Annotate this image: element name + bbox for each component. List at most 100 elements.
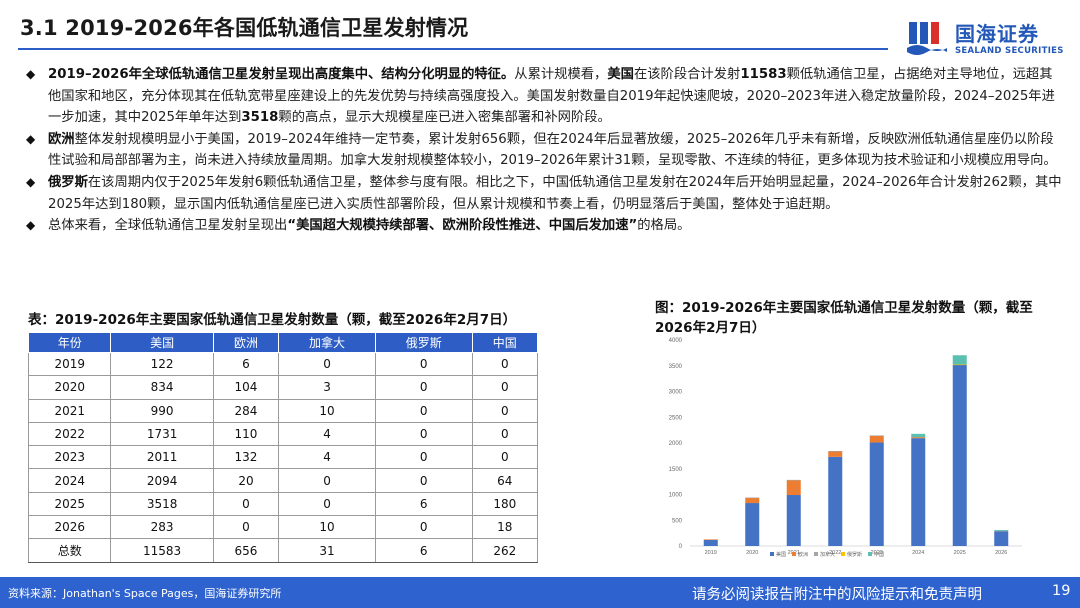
bullet-diamond-icon: ◆ — [26, 218, 36, 233]
table-cell: 2021 — [27, 398, 112, 423]
bar-segment — [786, 480, 801, 496]
bullet-diamond-icon: ◆ — [26, 67, 36, 81]
table-cell: 2025 — [27, 491, 112, 517]
bullet-text: 从累计规模看， — [514, 67, 608, 82]
summary-bullets: ◆ 2019–2026年全球低轨通信卫星发射呈现出高度集中、结构分化明显的特征。从… — [26, 64, 1062, 237]
bullet-text: 的格局。 — [637, 218, 691, 234]
table-cell: 284 — [212, 398, 280, 423]
table-cell: 0 — [212, 515, 280, 540]
table-cell: 990 — [110, 398, 214, 423]
sealand-logo-icon — [907, 22, 947, 55]
x-tick-label: 2023 — [871, 550, 883, 556]
table-cell: 104 — [212, 375, 280, 400]
bar-segment — [911, 433, 926, 438]
bar-segment — [869, 435, 884, 443]
x-tick-label: 2019 — [705, 550, 717, 556]
table-cell: 6 — [374, 538, 473, 563]
bullet-text: 在该阶段合计发射 — [633, 67, 741, 82]
legend-label: 加拿大 — [820, 551, 835, 558]
bullet-text: 在该周期内仅于2025年发射6颗低轨通信卫星，整体参与度有限。相比之下，中国低轨… — [48, 174, 1062, 212]
launch-stacked-bar-chart: 0 500 1000 1500 2000 2500 3000 3500 4000 2019 2020… — [669, 338, 1022, 558]
table-cell: 2094 — [110, 468, 214, 493]
bullet-text: 总体来看，全球低轨通信卫星发射呈现出 — [48, 218, 288, 234]
bar-segment — [952, 355, 967, 365]
bar-segment — [828, 450, 843, 452]
bullet-bold-text: 俄罗斯 — [48, 174, 88, 190]
bullet-bold-text: 美国 — [607, 67, 634, 82]
table-cell: 18 — [471, 515, 539, 540]
table-cell: 4 — [278, 421, 376, 447]
table-row: 2021 990 284 10 0 0 — [27, 398, 539, 423]
bar-segment — [703, 539, 718, 541]
bullet-bold-text: 3518 — [241, 110, 279, 126]
table-cell: 2022 — [27, 421, 112, 447]
legend-label: 欧洲 — [798, 551, 808, 558]
table-cell: 0 — [471, 375, 539, 400]
table-cell: 0 — [471, 398, 539, 423]
x-tick-label: 2026 — [995, 550, 1007, 556]
bar-segment — [703, 539, 718, 546]
table-cell: 20 — [212, 468, 280, 493]
bullet-bold-text: “美国超大规模持续部署、欧洲阶段性推进、中国后发加速” — [287, 218, 638, 234]
bullet-text: 整体发射规模明显小于美国，2019–2024年维持一定节奏，累计发射656颗，但… — [48, 131, 1057, 169]
y-tick-label: 2000 — [669, 441, 683, 447]
legend-label: 美国 — [776, 551, 786, 558]
table-cell: 0 — [212, 491, 280, 517]
table-row: 2019 122 6 0 0 0 — [27, 351, 539, 377]
x-tick-label: 2024 — [912, 550, 924, 556]
table-cell: 0 — [374, 351, 473, 377]
page-number: 19 — [1052, 583, 1071, 599]
table-cell: 0 — [374, 468, 473, 493]
chart-caption: 图：2019-2026年主要国家低轨通信卫星发射数量（颗，截至2026年2月7日… — [655, 300, 1033, 336]
table-cell: 总数 — [27, 538, 112, 563]
table-cell: 0 — [471, 421, 539, 447]
legend-swatch — [841, 552, 845, 556]
table-cell: 262 — [471, 538, 539, 563]
table-cell: 3518 — [110, 491, 214, 517]
table-header-cell: 加拿大 — [278, 332, 376, 353]
table-cell: 0 — [374, 398, 473, 423]
table-cell: 10 — [278, 398, 376, 423]
table-cell: 0 — [374, 445, 473, 470]
table-cell: 0 — [471, 351, 539, 377]
x-tick-label: 2020 — [746, 550, 758, 556]
company-logo: 国海证券 SEALAND SECURITIES — [907, 16, 1067, 60]
bar-segment — [952, 364, 967, 366]
footer-bar — [0, 577, 1080, 608]
footer-source: 资料来源：Jonathan's Space Pages，国海证券研究所 — [8, 587, 282, 600]
y-tick-label: 0 — [679, 544, 683, 550]
legend-label: 俄罗斯 — [847, 551, 862, 558]
bar-segment — [786, 479, 801, 481]
bar-segment — [745, 497, 760, 499]
table-cell: 2011 — [110, 445, 214, 470]
table-caption: 表：2019-2026年主要国家低轨通信卫星发射数量（颗，截至2026年2月7日… — [28, 312, 517, 328]
bullet-bold-text: 欧洲 — [48, 131, 75, 147]
table-cell: 0 — [278, 351, 376, 377]
page-title: 3.1 2019-2026年各国低轨通信卫星发射情况 — [20, 16, 469, 40]
table-cell: 6 — [374, 491, 473, 517]
bar-segment — [828, 451, 843, 457]
y-tick-label: 2500 — [669, 415, 683, 421]
y-tick-label: 1500 — [669, 467, 683, 473]
bar-segment — [911, 437, 926, 439]
table-cell: 10 — [278, 515, 376, 540]
table-cell: 0 — [471, 445, 539, 470]
bar-segment — [745, 497, 760, 504]
x-tick-label: 2025 — [954, 550, 966, 556]
table-cell: 2024 — [27, 468, 112, 493]
table-cell: 180 — [471, 491, 539, 517]
table-header-cell: 年份 — [27, 332, 112, 353]
table-cell: 0 — [374, 375, 473, 400]
legend-swatch — [770, 552, 774, 556]
bullet-text: 颗低轨通信卫星，占据绝对主导地位，远超其他国家和地区，充分体现其在低轨宽带星座建… — [48, 67, 1055, 126]
table-cell: 0 — [374, 515, 473, 540]
table-row: 2024 2094 20 0 0 64 — [27, 468, 539, 493]
bullet-bold-text: 11583 — [740, 67, 787, 82]
table-cell: 1731 — [110, 421, 214, 447]
table-cell: 2020 — [27, 375, 112, 400]
bullet-diamond-icon: ◆ — [26, 131, 36, 146]
table-cell: 2023 — [27, 445, 112, 470]
bullet-diamond-icon: ◆ — [26, 174, 36, 189]
table-header-cell: 俄罗斯 — [374, 332, 473, 353]
table-header-row: 年份 美国 欧洲 加拿大 俄罗斯 中国 — [27, 332, 539, 353]
